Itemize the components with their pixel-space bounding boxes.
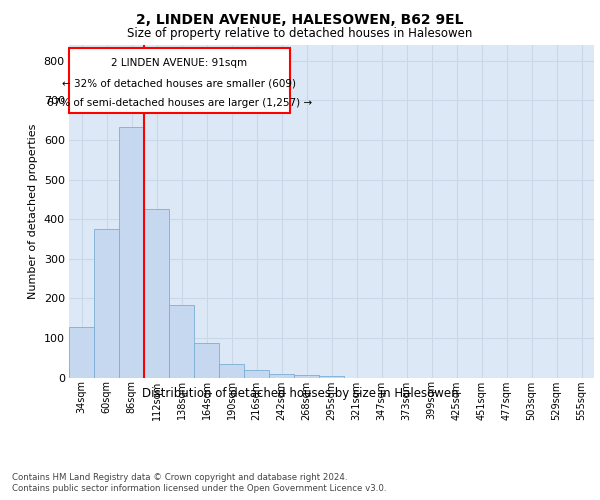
Text: Contains HM Land Registry data © Crown copyright and database right 2024.: Contains HM Land Registry data © Crown c… [12,472,347,482]
Text: Size of property relative to detached houses in Halesowen: Size of property relative to detached ho… [127,28,473,40]
Text: Distribution of detached houses by size in Halesowen: Distribution of detached houses by size … [142,388,458,400]
Bar [144,210,169,378]
Bar [69,327,94,378]
Bar [319,376,344,378]
Y-axis label: Number of detached properties: Number of detached properties [28,124,38,299]
Text: 2, LINDEN AVENUE, HALESOWEN, B62 9EL: 2, LINDEN AVENUE, HALESOWEN, B62 9EL [136,12,464,26]
FancyBboxPatch shape [69,48,290,113]
Bar [269,374,294,378]
Bar [119,128,144,378]
Text: Contains public sector information licensed under the Open Government Licence v3: Contains public sector information licen… [12,484,386,493]
Bar [194,342,219,378]
Text: 67% of semi-detached houses are larger (1,257) →: 67% of semi-detached houses are larger (… [47,98,312,108]
Bar [294,375,319,378]
Bar [219,364,244,378]
Text: 2 LINDEN AVENUE: 91sqm: 2 LINDEN AVENUE: 91sqm [111,58,247,68]
Bar [244,370,269,378]
Bar [94,229,119,378]
Bar [169,306,194,378]
Text: ← 32% of detached houses are smaller (609): ← 32% of detached houses are smaller (60… [62,79,296,89]
